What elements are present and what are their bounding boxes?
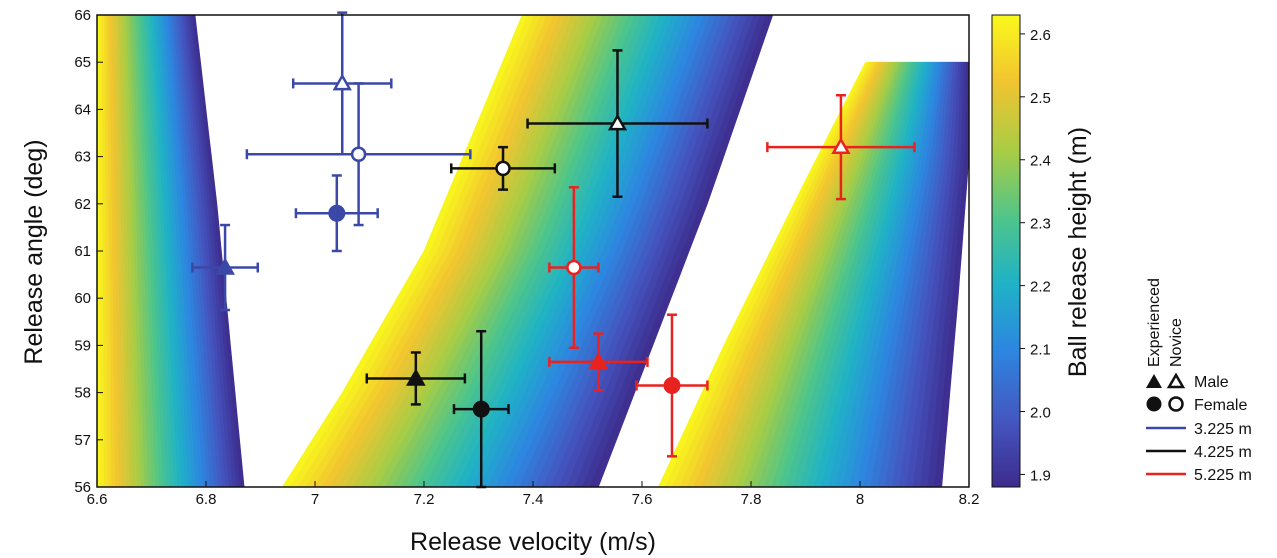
x-tick-label: 8 [856,491,864,508]
colorbar-tick-label: 2.6 [1030,27,1051,44]
colorbar-tick-label: 1.9 [1030,467,1051,484]
y-tick-label: 61 [74,243,91,260]
legend-line-3225-label: 3.225 m [1194,421,1252,438]
x-tick-label: 7.8 [741,491,762,508]
open-circle-marker [350,146,367,162]
colorbar-tick-label: 2.1 [1030,342,1051,359]
y-tick-label: 58 [74,385,91,402]
y-tick-label: 66 [74,7,91,24]
colorbar-tick-label: 2.2 [1030,279,1051,296]
x-tick-label: 6.8 [196,491,217,508]
filled-circle-icon [1146,396,1162,412]
open-triangle-icon [1166,372,1186,389]
y-tick-label: 63 [74,149,91,166]
filled-circle-marker [663,377,681,395]
y-tick-label: 65 [74,54,91,71]
x-tick-label: 7.2 [414,491,435,508]
open-circle-marker [495,160,511,177]
colorbar-tick-label: 2.4 [1030,153,1051,170]
legend-line-5225-label: 5.225 m [1194,467,1252,484]
y-tick-label: 56 [74,479,91,496]
legend-novice-label: Novice [1168,318,1185,367]
y-tick-label: 57 [74,432,91,449]
legend-female-label: Female [1194,397,1247,414]
filled-triangle-marker [215,257,235,275]
y-tick-label: 64 [74,101,91,118]
open-circle-icon [1168,396,1184,412]
open-triangle-marker [831,137,851,155]
colorbar-tick-label: 2.5 [1030,90,1051,107]
filled-triangle-icon [1146,374,1162,388]
y-tick-label: 62 [74,196,91,213]
x-tick-label: 7.6 [632,491,653,508]
open-circle-marker [566,259,582,276]
legend-line-4225-label: 4.225 m [1194,444,1252,461]
open-triangle-marker [607,113,628,131]
open-triangle-marker [332,73,352,91]
legend-male-label: Male [1194,374,1229,391]
y-axis-ticks: 56 57 58 59 60 61 62 63 64 65 66 [74,7,103,496]
x-tick-label: 7.4 [523,491,544,508]
y-axis-label: Release angle (deg) [20,139,48,364]
y-tick-label: 60 [74,290,91,307]
legend: Experienced Novice Male Female 3.225 m 4… [1146,278,1252,484]
x-axis-label: Release velocity (m/s) [410,528,656,556]
colorbar-ticks: 1.9 2.0 2.1 2.2 2.3 2.4 2.5 2.6 [1020,27,1051,484]
x-axis-ticks: 6.6 6.8 7 7.2 7.4 7.6 7.8 8 8.2 [87,481,980,508]
band-stripe [590,15,774,487]
colorbar [991,14,1021,488]
data-markers [215,73,851,418]
filled-circle-marker [328,204,346,222]
filled-triangle-marker [405,368,426,386]
x-tick-label: 8.2 [959,491,980,508]
filled-triangle-marker [588,351,609,370]
colorbar-tick-label: 2.3 [1030,216,1051,233]
colorbar-tick-label: 2.0 [1030,404,1051,421]
filled-circle-marker [472,400,490,418]
band-stripe [934,61,969,487]
x-tick-label: 7 [311,491,319,508]
band-stripe [192,15,245,487]
x-tick-label: 6.6 [87,491,108,508]
release-height-bands [97,15,969,487]
colorbar-label: Ball release height (m) [1064,127,1092,377]
y-tick-label: 59 [74,337,91,354]
legend-experienced-label: Experienced [1146,278,1163,367]
